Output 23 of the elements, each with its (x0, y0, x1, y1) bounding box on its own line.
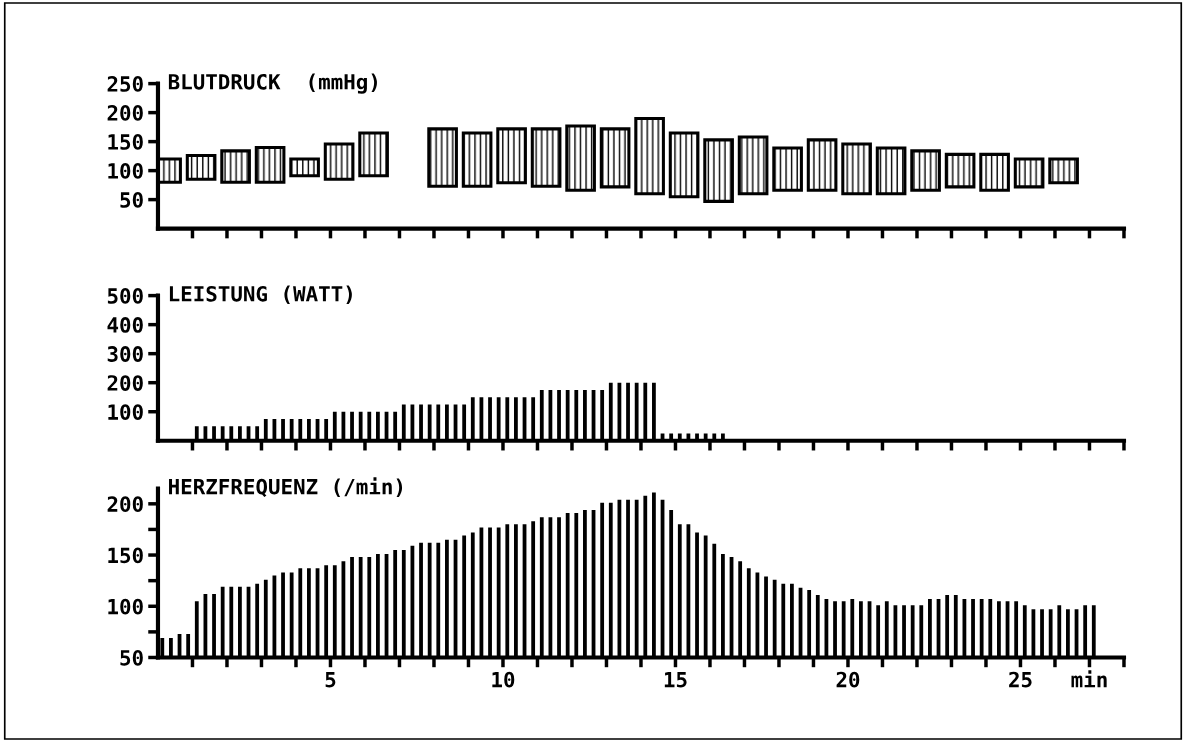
chart-title: LEISTUNG (WATT) (169, 285, 352, 305)
y-tick-label: 250 (107, 76, 143, 92)
y-tick-label: 100 (108, 404, 143, 420)
y-tick-label: 100 (108, 598, 143, 615)
x-tick-label: 5 (325, 672, 336, 688)
y-tick-label: 50 (120, 649, 143, 666)
y-tick-label: 400 (107, 317, 143, 333)
chart-title: BLUTDRUCK (mmHg) (168, 73, 377, 94)
y-tick-label: 100 (108, 163, 143, 179)
y-tick-label: 50 (120, 192, 143, 208)
x-tick-label: min (1071, 670, 1107, 688)
y-tick-label: 150 (108, 134, 143, 150)
y-tick-label: 200 (107, 375, 143, 391)
x-tick-label: 15 (664, 672, 687, 688)
y-tick-label: 300 (107, 346, 143, 362)
x-tick-label: 10 (492, 671, 515, 688)
y-tick-label: 150 (108, 547, 143, 564)
y-tick-label: 200 (107, 496, 143, 513)
chart-title: HERZFREQUENZ (/min) (169, 477, 403, 498)
y-tick-label: 500 (107, 288, 143, 304)
x-tick-label: 25 (1009, 671, 1032, 688)
x-tick-label: 20 (836, 671, 860, 688)
y-tick-label: 200 (107, 105, 143, 121)
